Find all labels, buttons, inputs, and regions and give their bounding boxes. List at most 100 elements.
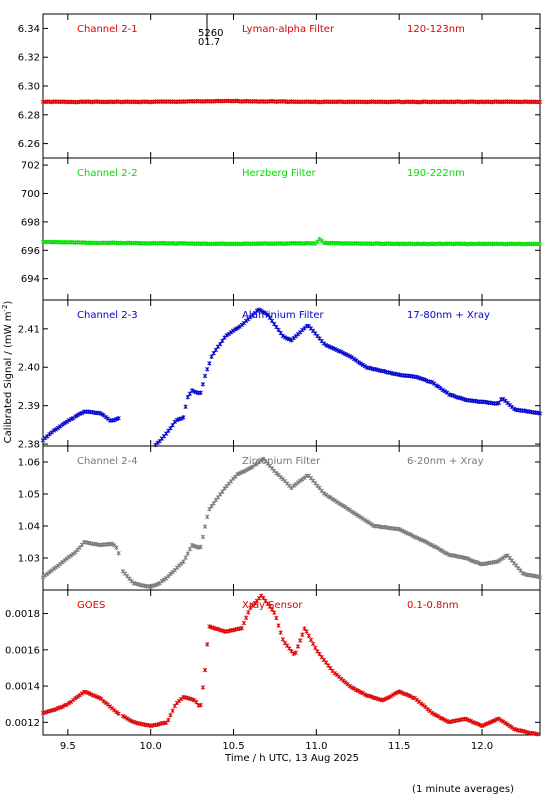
- data-point: [520, 570, 525, 576]
- data-point: [200, 382, 206, 387]
- data-point: [386, 695, 391, 700]
- data-point: [241, 620, 247, 626]
- data-point: [347, 683, 352, 689]
- data-point: [323, 342, 329, 348]
- data-point: [444, 718, 450, 724]
- panel-filter-label: Zirconium Filter: [242, 456, 321, 467]
- data-point: [488, 720, 493, 725]
- data-point: [332, 671, 337, 676]
- panel-5: 0.0012 0.0014 0.0016 0.0018 GOES Xray Sensor 0…: [5, 589, 541, 737]
- data-point: [421, 538, 426, 543]
- data-point: [198, 544, 203, 550]
- panel-4: 1.03 1.04 1.05 1.06 Channel 2-4 Zirconium Fil…: [18, 445, 543, 591]
- data-point: [211, 501, 216, 506]
- data-point: [401, 529, 406, 534]
- data-point: [122, 715, 128, 720]
- data-point: [475, 560, 480, 565]
- data-point: [321, 341, 327, 346]
- data-point: [429, 542, 435, 548]
- data-point: [382, 369, 387, 374]
- data-point: [73, 414, 78, 419]
- data-point: [166, 717, 171, 723]
- data-point: [254, 308, 260, 313]
- panel-2: 694 696 698 700 702 Channel 2-2 Herzberg Filte…: [21, 157, 543, 301]
- data-point: [291, 651, 296, 656]
- y-tick-label: 0.0018: [5, 609, 40, 620]
- data-point: [466, 556, 471, 562]
- data-point: [259, 308, 264, 313]
- x-tick-label: 11.0: [305, 741, 327, 752]
- data-point: [403, 692, 409, 697]
- panel-frame: [42, 157, 541, 301]
- data-point: [358, 690, 363, 695]
- data-point: [492, 718, 497, 723]
- panel-filter-label: Aluminium Filter: [242, 310, 325, 321]
- data-point: [183, 404, 188, 409]
- data-point: [265, 601, 270, 606]
- data-point: [194, 544, 199, 549]
- data-point: [498, 557, 504, 562]
- data-point: [252, 462, 257, 468]
- data-point: [235, 325, 240, 331]
- data-point: [64, 702, 69, 707]
- data-point: [211, 625, 216, 631]
- panel-band-label: 0.1-0.8nm: [407, 600, 459, 611]
- data-point: [501, 396, 506, 402]
- data-point: [537, 575, 543, 580]
- x-axis-title: Time / h UTC, 13 Aug 2025: [224, 753, 359, 764]
- data-point: [207, 361, 212, 366]
- data-point: [511, 406, 517, 412]
- data-point: [382, 697, 387, 702]
- data-point: [306, 633, 311, 638]
- data-point: [172, 703, 177, 709]
- data-point: [183, 555, 188, 560]
- data-point: [319, 654, 324, 660]
- data-point: [172, 419, 177, 424]
- data-point: [97, 695, 102, 700]
- data-point: [440, 387, 445, 393]
- data-point: [298, 478, 303, 484]
- data-point: [51, 566, 56, 572]
- data-point: [79, 691, 85, 696]
- data-point: [298, 638, 303, 643]
- data-point: [64, 556, 69, 561]
- data-point: [179, 416, 184, 421]
- data-point: [365, 519, 370, 524]
- y-axis-title-sup: -2: [1, 305, 9, 312]
- data-point: [442, 717, 448, 723]
- data-point: [244, 468, 249, 473]
- y-tick-label: 6.34: [18, 24, 40, 35]
- data-point: [189, 697, 195, 702]
- data-point: [60, 559, 65, 565]
- data-point: [436, 714, 441, 719]
- data-point: [440, 716, 445, 721]
- data-point: [244, 615, 249, 620]
- y-tick-label: 2.41: [18, 324, 40, 335]
- data-point: [425, 707, 430, 712]
- data-point: [170, 422, 175, 428]
- panel-channel-label: Channel 2-3: [77, 310, 138, 321]
- data-point: [101, 698, 106, 704]
- y-tick-label: 6.28: [18, 110, 40, 121]
- data-point: [356, 513, 361, 519]
- data-point: [438, 386, 443, 391]
- data-point: [308, 637, 314, 643]
- panel-band-label: 190-222nm: [407, 168, 465, 179]
- y-axis-title: Calibrated Signal / (mW m-2): [1, 301, 14, 444]
- data-point: [356, 360, 361, 365]
- y-tick-label: 2.38: [18, 440, 40, 451]
- data-point: [202, 373, 208, 379]
- data-point: [112, 417, 117, 423]
- data-point: [187, 391, 193, 397]
- data-point: [220, 628, 225, 633]
- data-point: [494, 559, 499, 564]
- data-point: [423, 539, 428, 544]
- data-point: [274, 615, 279, 621]
- data-point: [66, 700, 72, 706]
- y-tick-label: 0.0012: [5, 718, 40, 729]
- data-point: [92, 693, 97, 699]
- data-point: [276, 327, 281, 333]
- data-point: [60, 422, 65, 427]
- data-point: [71, 697, 76, 703]
- data-point: [358, 514, 363, 520]
